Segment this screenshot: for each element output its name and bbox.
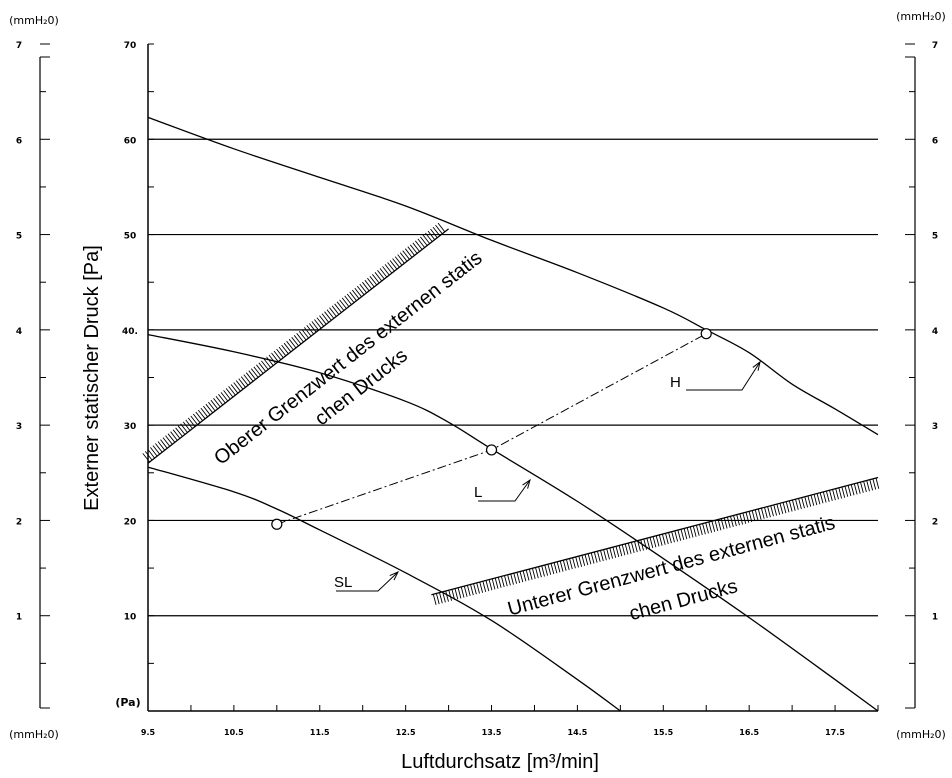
y-tick-label: 60	[124, 136, 137, 146]
right-secondary-tick-label: 2	[932, 517, 938, 527]
x-tick-label: 9.5	[141, 728, 156, 737]
y-tick-label: 20	[124, 517, 137, 527]
x-tick-label: 14.5	[568, 728, 588, 737]
x-tick-label: 16.5	[739, 728, 759, 737]
curve-l	[147, 333, 879, 712]
lower-limit-hatching	[432, 477, 880, 606]
leader-arrowhead-h	[752, 360, 761, 371]
left-secondary-tick-label: 6	[16, 136, 22, 146]
upper-limit-hatching	[142, 222, 446, 463]
right-secondary-tick-label: 7	[932, 41, 938, 51]
right-secondary-tick-label: 3	[932, 422, 938, 432]
left-secondary-tick-label: 2	[16, 517, 22, 527]
right-secondary-tick-label: 6	[932, 136, 938, 146]
curve-label-sl: SL	[334, 574, 352, 591]
y-tick-label: 70	[124, 41, 137, 51]
limit-lines	[142, 222, 880, 606]
curve-label-l: L	[474, 484, 482, 501]
upper-limit-label-line1: Oberer Grenzwert des externen statis	[210, 247, 486, 470]
operating-point	[700, 328, 712, 340]
y-tick-label: 10	[124, 613, 137, 623]
leader-l	[478, 479, 531, 502]
left-secondary-tick-label: 1	[16, 613, 22, 623]
right-secondary-tick-label: 5	[932, 232, 938, 242]
curve-label-h: H	[670, 374, 681, 391]
y-tick-label: 50	[124, 232, 137, 242]
y-tick-label: 30	[124, 422, 137, 432]
leader-h	[686, 361, 761, 391]
curve-sl	[147, 466, 621, 712]
leader-arrowhead-sl	[389, 570, 400, 581]
secondary-unit-top-left: (mmH₂0)	[9, 14, 59, 27]
x-tick-label: 12.5	[396, 728, 416, 737]
leader-sl	[336, 571, 399, 592]
left-secondary-tick-label: 4	[16, 327, 22, 337]
y-unit-label: (Pa)	[115, 696, 140, 709]
x-tick-label: 15.5	[653, 728, 673, 737]
secondary-unit-bottom-left: (mmH₂0)	[9, 728, 59, 741]
x-tick-label: 17.5	[825, 728, 845, 737]
operating-point	[485, 444, 498, 456]
x-axis-title: Luftdurchsatz [m³/min]	[401, 751, 599, 773]
y-tick-label: 40.	[122, 327, 138, 337]
secondary-unit-bottom-right: (mmH₂0)	[896, 728, 946, 741]
secondary-unit-top-right: (mmH₂0)	[896, 10, 946, 23]
grid-lines	[148, 138, 878, 617]
right-secondary-tick-label: 1	[932, 613, 938, 623]
left-secondary-tick-label: 5	[16, 232, 22, 242]
left-secondary-tick-label: 3	[16, 422, 22, 432]
curve-h	[147, 116, 879, 436]
y-axis-title: Externer statischer Druck [Pa]	[81, 245, 103, 511]
lower-limit-line	[431, 476, 879, 596]
axes	[39, 43, 916, 712]
x-tick-label: 13.5	[482, 728, 502, 737]
right-secondary-tick-label: 4	[932, 327, 938, 337]
fan-curves	[147, 116, 879, 712]
x-tick-label: 11.5	[310, 728, 330, 737]
leader-arrowhead-l	[522, 478, 531, 489]
left-secondary-tick-label: 7	[16, 41, 22, 51]
x-tick-label: 10.5	[224, 728, 244, 737]
operating-points	[271, 328, 761, 592]
operating-point	[271, 518, 283, 530]
